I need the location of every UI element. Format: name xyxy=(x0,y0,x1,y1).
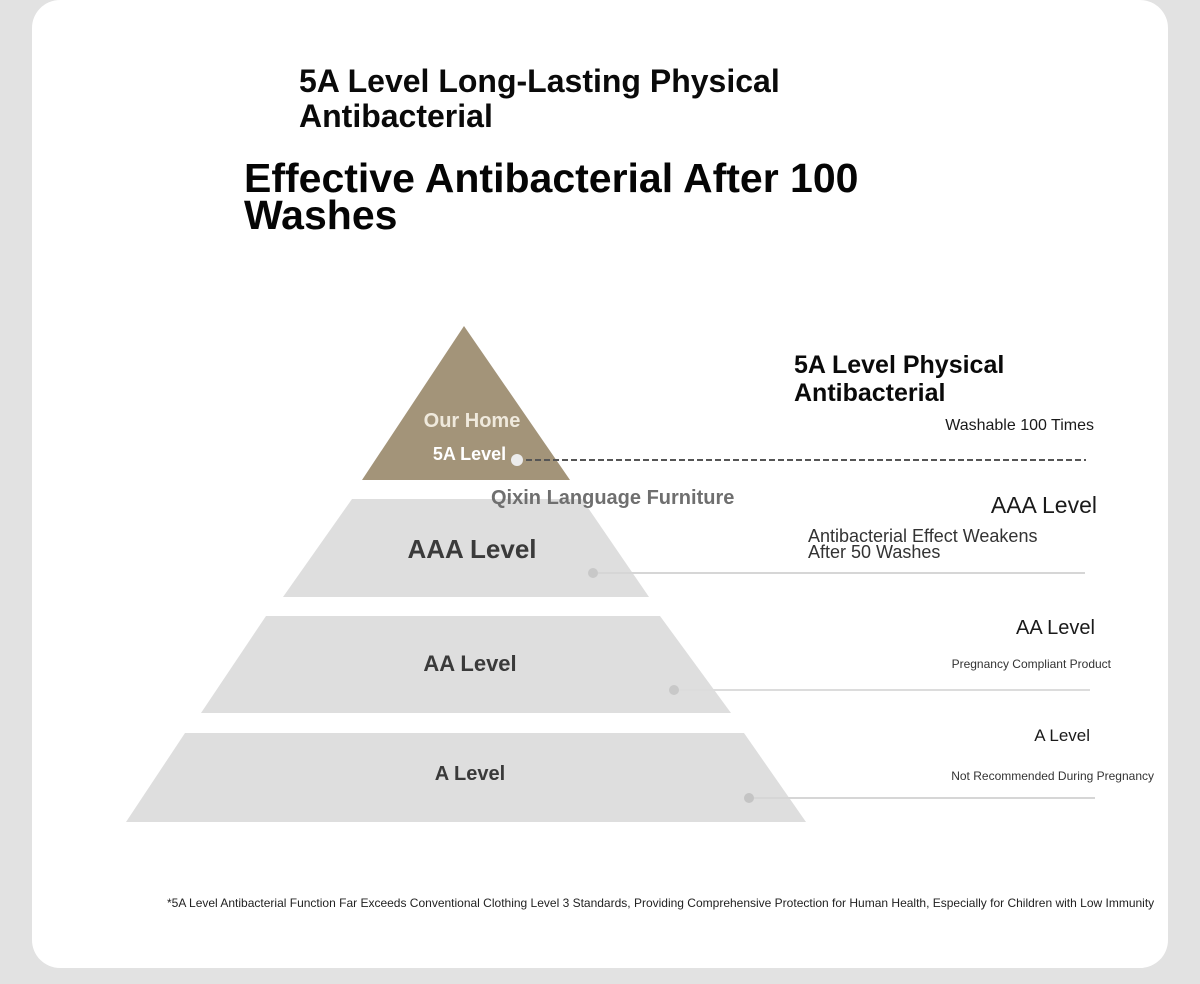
legend-aaa-title: AAA Level xyxy=(990,492,1097,518)
legend-a-title: A Level xyxy=(1034,726,1090,745)
tier-label-a: A Level xyxy=(434,763,506,785)
main-title: Effective Antibacterial After 100 Washes xyxy=(244,155,859,238)
legend-aaa-desc: Antibacterial Effect Weakens After 50 Wa… xyxy=(808,526,1038,562)
connector-dot-aaa xyxy=(588,568,598,578)
connector-dot-5a xyxy=(511,454,523,466)
brand-name: Qixin Language Furniture xyxy=(491,487,735,509)
pyramid-tier-aa xyxy=(201,616,731,713)
legend-aa-desc: Pregnancy Compliant Product xyxy=(951,657,1111,671)
connector-dot-aa xyxy=(669,685,679,695)
footnote: *5A Level Antibacterial Function Far Exc… xyxy=(167,896,1155,910)
top-tier-label-home: Our Home xyxy=(423,410,521,432)
pyramid-tier-a xyxy=(126,733,806,822)
legend-aa-title: AA Level xyxy=(1016,617,1095,639)
top-tier-label-level: 5A Level xyxy=(432,444,507,464)
legend-5a-desc: Washable 100 Times xyxy=(945,417,1094,434)
subtitle-heading: 5A Level Long-Lasting Physical Antibacte… xyxy=(299,63,780,134)
tier-label-aaa: AAA Level xyxy=(407,534,537,564)
legend-5a-title: 5A Level Physical Antibacterial xyxy=(794,351,1005,407)
pyramid-top-tier xyxy=(362,326,570,480)
connector-dot-a xyxy=(744,793,754,803)
pyramid-tier-aaa xyxy=(283,499,649,597)
legend-a-desc: Not Recommended During Pregnancy xyxy=(951,769,1154,783)
tier-label-aa: AA Level xyxy=(423,651,517,676)
